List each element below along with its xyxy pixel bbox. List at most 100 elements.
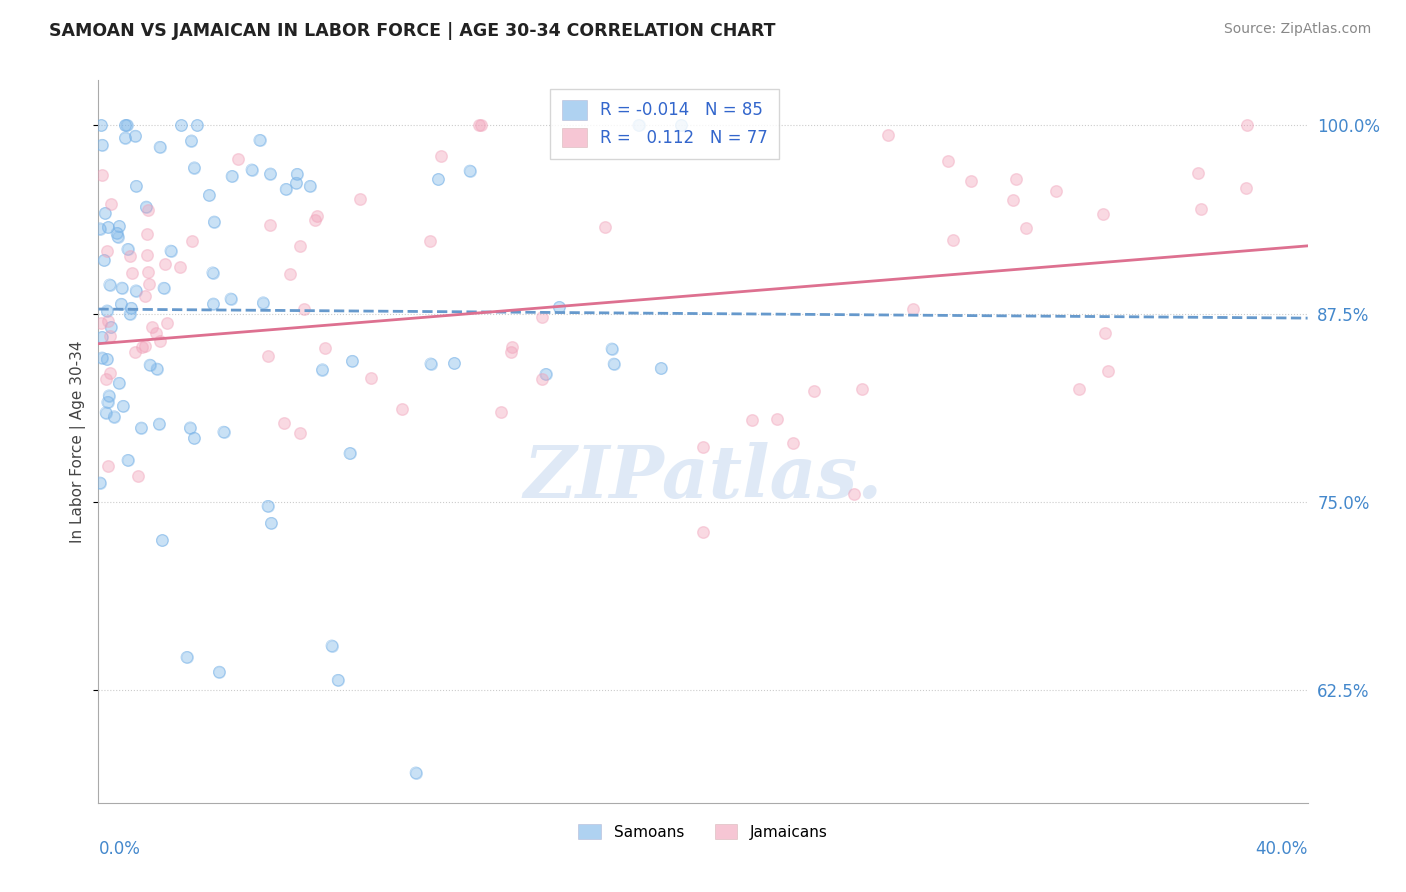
Point (120, 301, 142, 315)
Point (530, 310, 553, 324)
Point (627, 119, 650, 133)
Point (108, 219, 131, 234)
Point (100, 320, 122, 334)
Point (153, 258, 176, 272)
Point (97, 314, 120, 328)
Point (112, 399, 135, 413)
Point (149, 140, 172, 154)
Point (134, 289, 156, 303)
Point (342, 354, 364, 368)
Point (1094, 326, 1116, 341)
Point (103, 409, 125, 424)
Point (118, 248, 141, 262)
Point (198, 188, 221, 202)
Point (489, 405, 512, 419)
Point (427, 172, 450, 186)
Point (458, 164, 481, 178)
Point (111, 281, 134, 295)
Point (803, 384, 825, 398)
Point (91, 138, 114, 153)
Point (148, 417, 170, 431)
Point (170, 119, 193, 133)
Point (117, 453, 139, 467)
Point (339, 446, 361, 460)
Point (202, 215, 225, 229)
Point (114, 130, 136, 145)
Point (114, 130, 136, 145)
Point (314, 341, 336, 355)
Point (342, 354, 364, 368)
Point (120, 301, 142, 315)
Point (212, 425, 235, 439)
Point (285, 176, 308, 190)
Point (180, 134, 202, 148)
Point (150, 533, 173, 548)
Point (240, 162, 263, 177)
Y-axis label: In Labor Force | Age 30-34: In Labor Force | Age 30-34 (69, 340, 86, 543)
Point (443, 356, 465, 370)
Point (458, 164, 481, 178)
Point (1097, 364, 1119, 378)
Point (1005, 171, 1028, 186)
Point (125, 179, 148, 194)
Point (221, 169, 243, 184)
Point (108, 219, 131, 234)
Point (121, 266, 143, 280)
Point (285, 167, 308, 181)
Point (149, 334, 172, 348)
Point (91, 168, 114, 182)
Point (89, 475, 111, 490)
Point (1187, 166, 1209, 180)
Point (321, 639, 343, 653)
Point (90, 119, 112, 133)
Point (285, 176, 308, 190)
Point (98, 388, 121, 402)
Point (94, 406, 117, 420)
Point (290, 239, 312, 253)
Point (548, 300, 571, 314)
Point (96, 244, 118, 258)
Point (98, 329, 121, 343)
Point (131, 421, 153, 435)
Point (1236, 119, 1258, 133)
Point (98, 277, 121, 292)
Point (169, 260, 191, 275)
Point (259, 167, 281, 181)
Point (89, 475, 111, 490)
Point (159, 244, 181, 258)
Point (183, 431, 205, 445)
Point (186, 119, 208, 133)
Point (114, 119, 136, 133)
Point (149, 140, 172, 154)
Point (202, 215, 225, 229)
Point (741, 412, 763, 426)
Point (152, 281, 174, 295)
Point (136, 265, 159, 279)
Point (240, 162, 263, 177)
Point (176, 650, 198, 665)
Point (96, 352, 118, 367)
Point (260, 516, 283, 531)
Point (650, 361, 672, 376)
Point (96, 372, 118, 386)
Point (107, 229, 129, 244)
Point (593, 220, 616, 235)
Point (603, 357, 626, 371)
Point (107, 229, 129, 244)
Point (1001, 193, 1024, 207)
Point (124, 128, 146, 143)
Point (534, 368, 557, 382)
Point (117, 242, 139, 256)
Point (90, 119, 112, 133)
Point (671, 119, 693, 133)
Point (1045, 184, 1067, 198)
Point (138, 277, 160, 291)
Point (111, 281, 134, 295)
Point (360, 371, 382, 385)
Point (427, 172, 450, 186)
Point (117, 453, 139, 467)
Point (1015, 221, 1038, 235)
Point (150, 533, 173, 548)
Point (100, 320, 122, 334)
Point (98, 366, 121, 380)
